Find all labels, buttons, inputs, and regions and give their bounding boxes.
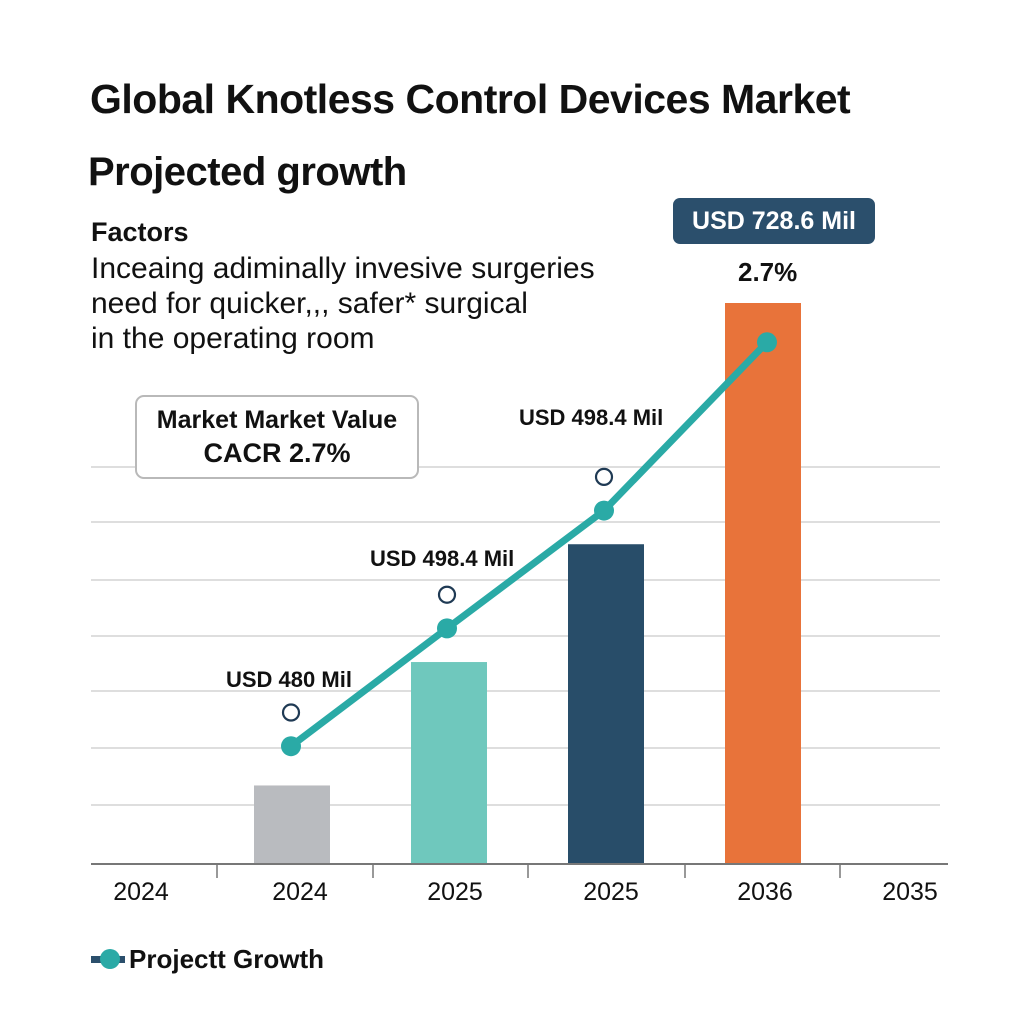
hollow-markers — [281, 467, 614, 722]
bar — [411, 662, 487, 864]
value-badge-2036: USD 728.6 Mil — [673, 198, 875, 244]
factor-line: Inceaing adiminally invesive surgeries — [91, 252, 595, 285]
data-label: USD 480 Mil — [226, 667, 352, 692]
x-tick-label: 2025 — [427, 878, 483, 906]
data-label: USD 498.4 Mil — [370, 546, 515, 571]
x-tick-label: 2024 — [113, 878, 169, 906]
gridlines — [91, 466, 940, 806]
bar — [568, 544, 644, 864]
data-label: USD 498.4 Mil — [519, 405, 664, 430]
growth-line-path — [287, 338, 771, 750]
hollow-marker — [594, 467, 614, 487]
cagr-callout-title: Market Market Value — [156, 406, 398, 434]
hollow-marker — [281, 703, 301, 722]
line-marker-icon — [91, 949, 125, 969]
x-axis — [91, 863, 948, 878]
bars — [254, 303, 801, 864]
bar — [254, 785, 330, 864]
bar — [725, 303, 801, 864]
growth-percent-label: 2.7% — [738, 257, 798, 287]
growth-line-point — [437, 618, 457, 639]
factor-line: in the operating room — [91, 322, 375, 355]
chart-title: Global Knotless Control Devices Market — [90, 76, 851, 122]
growth-line-point — [281, 736, 301, 757]
growth-line — [281, 332, 777, 757]
growth-line-point — [757, 332, 777, 353]
x-tick-label: 2035 — [882, 878, 938, 906]
cagr-callout: Market Market Value CACR 2.7% — [135, 395, 419, 479]
x-tick-label: 2024 — [272, 878, 328, 906]
hollow-marker — [437, 585, 457, 604]
cagr-callout-value: CACR 2.7% — [203, 438, 351, 468]
growth-line-point — [594, 500, 614, 521]
legend-label: Projectt Growth — [129, 943, 325, 974]
factors-heading: Factors — [91, 217, 189, 247]
factor-line: need for quicker,,, safer* surgical — [91, 287, 528, 320]
chart-subtitle: Projected growth — [88, 150, 407, 194]
legend: Projectt Growth — [91, 943, 324, 975]
x-tick-label: 2036 — [737, 878, 793, 906]
x-tick-label: 2025 — [583, 878, 639, 906]
